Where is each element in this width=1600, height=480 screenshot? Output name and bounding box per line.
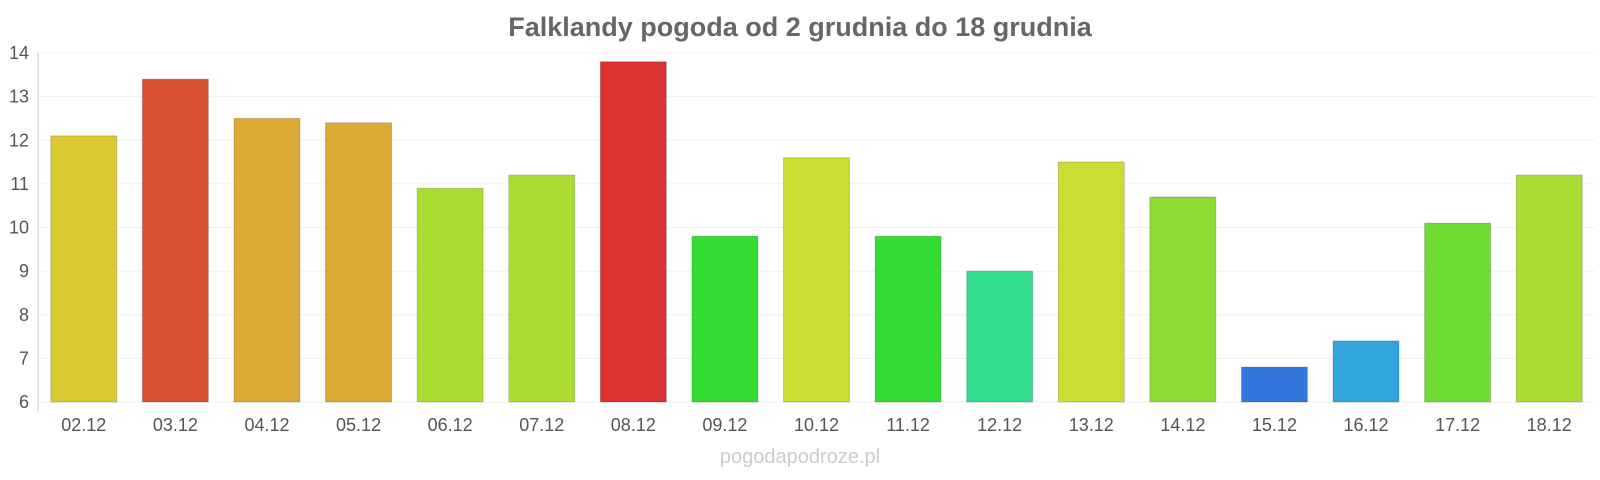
x-tick-label: 08.12: [611, 415, 656, 435]
bar-10.12: [783, 157, 850, 403]
watermark: pogodapodroze.pl: [720, 446, 880, 468]
y-tick-label: 14: [9, 43, 29, 63]
x-tick-label: 13.12: [1069, 415, 1114, 435]
y-tick-label: 12: [9, 130, 29, 150]
bar-17.12: [1424, 222, 1492, 403]
bar-05.12: [325, 122, 393, 403]
bar-13.12: [1057, 161, 1125, 403]
x-tick-label: 15.12: [1252, 415, 1297, 435]
bar-09.12: [691, 235, 759, 403]
x-tick-label: 16.12: [1344, 415, 1389, 435]
y-tick-label: 13: [9, 87, 29, 107]
y-tick-label: 6: [19, 392, 29, 412]
bar-16.12: [1332, 340, 1400, 403]
y-tick-label: 11: [10, 174, 29, 194]
bar-15.12: [1240, 366, 1308, 403]
x-tick-label: 12.12: [977, 415, 1022, 435]
x-tick-label: 09.12: [702, 415, 747, 435]
x-tick-label: 17.12: [1435, 415, 1480, 435]
bar-02.12: [50, 135, 118, 403]
x-tick-label: 04.12: [244, 415, 289, 435]
y-tick-label: 10: [9, 218, 29, 238]
x-tick-label: 02.12: [61, 415, 106, 435]
x-tick-label: 18.12: [1527, 415, 1572, 435]
bar-11.12: [874, 235, 942, 403]
y-tick-label: 8: [19, 305, 29, 325]
x-tick-label: 14.12: [1160, 415, 1205, 435]
x-tick-label: 03.12: [153, 415, 198, 435]
x-tick-label: 10.12: [794, 415, 839, 435]
bar-03.12: [141, 78, 209, 403]
y-tick-label: 7: [19, 348, 29, 368]
y-tick-label: 9: [19, 261, 29, 281]
bar-14.12: [1149, 196, 1217, 403]
x-axis-ticks: 02.12 03.12 04.12 05.12 06.12 07.12 08.12 09.12…: [61, 415, 1571, 435]
bar-06.12: [416, 187, 484, 403]
bar-18.12: [1515, 174, 1583, 403]
y-axis-ticks: 6 7 8 9 10 11 12 13 14: [9, 43, 29, 412]
chart-title: Falklandy pogoda od 2 grudnia do 18 grud…: [508, 12, 1093, 42]
bar-04.12: [233, 117, 301, 403]
x-tick-label: 06.12: [428, 415, 473, 435]
x-tick-label: 05.12: [336, 415, 381, 435]
bar-07.12: [508, 174, 576, 403]
bars: [50, 61, 1583, 403]
x-tick-label: 07.12: [519, 415, 564, 435]
bar-08.12: [599, 61, 667, 403]
x-tick-label: 11.12: [886, 415, 930, 435]
bar-12.12: [966, 270, 1034, 403]
